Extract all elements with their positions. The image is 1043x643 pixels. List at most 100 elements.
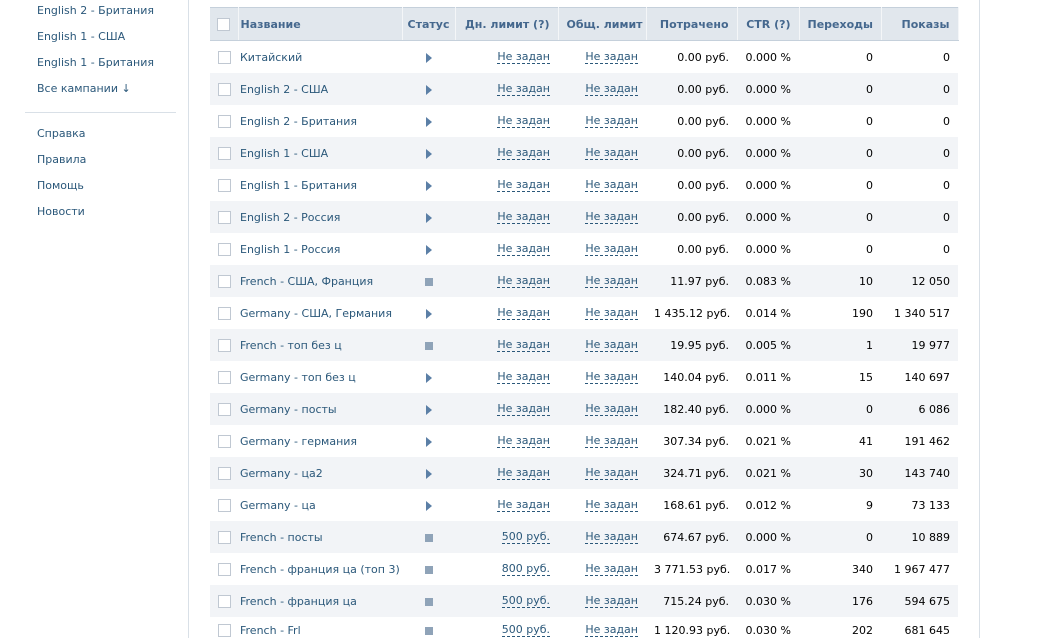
daily-limit-link[interactable]: Не задан [497, 50, 550, 64]
daily-limit-link[interactable]: Не задан [497, 114, 550, 128]
play-icon[interactable] [426, 181, 432, 191]
row-checkbox[interactable] [218, 595, 231, 608]
row-checkbox[interactable] [218, 83, 231, 96]
campaign-name-link[interactable]: Germany - ца [238, 489, 402, 521]
daily-limit-link[interactable]: Не задан [497, 466, 550, 480]
daily-limit-link[interactable]: Не задан [497, 370, 550, 384]
row-checkbox[interactable] [218, 51, 231, 64]
play-icon[interactable] [426, 501, 432, 511]
daily-limit-link[interactable]: Не задан [497, 306, 550, 320]
row-checkbox[interactable] [218, 499, 231, 512]
daily-limit-link[interactable]: Не задан [497, 402, 550, 416]
campaign-name-link[interactable]: French - топ без ц [238, 329, 402, 361]
play-icon[interactable] [426, 53, 432, 63]
campaign-name-link[interactable]: Germany - ца2 [238, 457, 402, 489]
row-checkbox[interactable] [218, 624, 231, 637]
total-limit-link[interactable]: Не задан [585, 402, 638, 416]
sidebar-item-campaign[interactable]: English 1 - Британия [25, 52, 176, 78]
daily-limit-link[interactable]: Не задан [497, 178, 550, 192]
sidebar-item-all-campaigns[interactable]: Все кампании ↓ [25, 78, 176, 104]
sidebar-item-support[interactable]: Помощь [25, 175, 176, 201]
row-checkbox[interactable] [218, 275, 231, 288]
column-header-spent[interactable]: Потрачено [646, 8, 737, 41]
total-limit-link[interactable]: Не задан [585, 82, 638, 96]
daily-limit-link[interactable]: Не задан [497, 338, 550, 352]
total-limit-link[interactable]: Не задан [585, 210, 638, 224]
play-icon[interactable] [426, 405, 432, 415]
total-limit-link[interactable]: Не задан [585, 146, 638, 160]
campaign-name-link[interactable]: French - посты [238, 521, 402, 553]
play-icon[interactable] [426, 117, 432, 127]
column-header-daily-limit[interactable]: Дн. лимит (?) [455, 8, 558, 41]
stop-icon[interactable] [425, 598, 433, 606]
column-header-ctr[interactable]: CTR (?) [737, 8, 799, 41]
daily-limit-link[interactable]: Не задан [497, 146, 550, 160]
sidebar-item-rules[interactable]: Правила [25, 149, 176, 175]
total-limit-link[interactable]: Не задан [585, 306, 638, 320]
daily-limit-link[interactable]: Не задан [497, 434, 550, 448]
sidebar-item-campaign[interactable]: English 2 - Британия [25, 0, 176, 26]
play-icon[interactable] [426, 149, 432, 159]
row-checkbox[interactable] [218, 147, 231, 160]
campaign-name-link[interactable]: French - США, Франция [238, 265, 402, 297]
play-icon[interactable] [426, 437, 432, 447]
sidebar-item-campaign[interactable]: English 1 - США [25, 26, 176, 52]
daily-limit-link[interactable]: 800 руб. [502, 562, 550, 576]
total-limit-link[interactable]: Не задан [585, 434, 638, 448]
daily-limit-link[interactable]: Не задан [497, 498, 550, 512]
play-icon[interactable] [426, 213, 432, 223]
column-header-name[interactable]: Название [238, 8, 402, 41]
total-limit-link[interactable]: Не задан [585, 370, 638, 384]
row-checkbox[interactable] [218, 307, 231, 320]
stop-icon[interactable] [425, 566, 433, 574]
select-all-checkbox[interactable] [217, 18, 230, 31]
campaign-name-link[interactable]: Germany - германия [238, 425, 402, 457]
total-limit-link[interactable]: Не задан [585, 623, 638, 637]
row-checkbox[interactable] [218, 115, 231, 128]
total-limit-link[interactable]: Не задан [585, 178, 638, 192]
campaign-name-link[interactable]: Germany - топ без ц [238, 361, 402, 393]
campaign-name-link[interactable]: English 1 - США [238, 137, 402, 169]
stop-icon[interactable] [425, 342, 433, 350]
column-header-total-limit[interactable]: Общ. лимит [558, 8, 646, 41]
daily-limit-link[interactable]: 500 руб. [502, 594, 550, 608]
campaign-name-link[interactable]: English 2 - Россия [238, 201, 402, 233]
sidebar-item-help[interactable]: Справка [25, 123, 176, 149]
campaign-name-link[interactable]: French - франция ца (топ 3) [238, 553, 402, 585]
sidebar-item-news[interactable]: Новости [25, 201, 176, 227]
row-checkbox[interactable] [218, 467, 231, 480]
campaign-name-link[interactable]: Germany - США, Германия [238, 297, 402, 329]
total-limit-link[interactable]: Не задан [585, 562, 638, 576]
row-checkbox[interactable] [218, 531, 231, 544]
total-limit-link[interactable]: Не задан [585, 242, 638, 256]
daily-limit-link[interactable]: 500 руб. [502, 530, 550, 544]
play-icon[interactable] [426, 469, 432, 479]
campaign-name-link[interactable]: English 2 - США [238, 73, 402, 105]
row-checkbox[interactable] [218, 179, 231, 192]
campaign-name-link[interactable]: Germany - посты [238, 393, 402, 425]
play-icon[interactable] [426, 373, 432, 383]
column-header-clicks[interactable]: Переходы [799, 8, 881, 41]
daily-limit-link[interactable]: Не задан [497, 82, 550, 96]
row-checkbox[interactable] [218, 563, 231, 576]
row-checkbox[interactable] [218, 403, 231, 416]
daily-limit-link[interactable]: Не задан [497, 274, 550, 288]
row-checkbox[interactable] [218, 243, 231, 256]
campaign-name-link[interactable]: English 1 - Британия [238, 169, 402, 201]
row-checkbox[interactable] [218, 435, 231, 448]
total-limit-link[interactable]: Не задан [585, 114, 638, 128]
stop-icon[interactable] [425, 627, 433, 635]
column-header-status[interactable]: Статус [402, 8, 455, 41]
total-limit-link[interactable]: Не задан [585, 530, 638, 544]
campaign-name-link[interactable]: French - Frl [238, 617, 402, 643]
daily-limit-link[interactable]: Не задан [497, 210, 550, 224]
row-checkbox[interactable] [218, 371, 231, 384]
total-limit-link[interactable]: Не задан [585, 338, 638, 352]
campaign-name-link[interactable]: English 2 - Британия [238, 105, 402, 137]
total-limit-link[interactable]: Не задан [585, 50, 638, 64]
total-limit-link[interactable]: Не задан [585, 594, 638, 608]
daily-limit-link[interactable]: Не задан [497, 242, 550, 256]
campaign-name-link[interactable]: French - франция ца [238, 585, 402, 617]
total-limit-link[interactable]: Не задан [585, 274, 638, 288]
play-icon[interactable] [426, 309, 432, 319]
